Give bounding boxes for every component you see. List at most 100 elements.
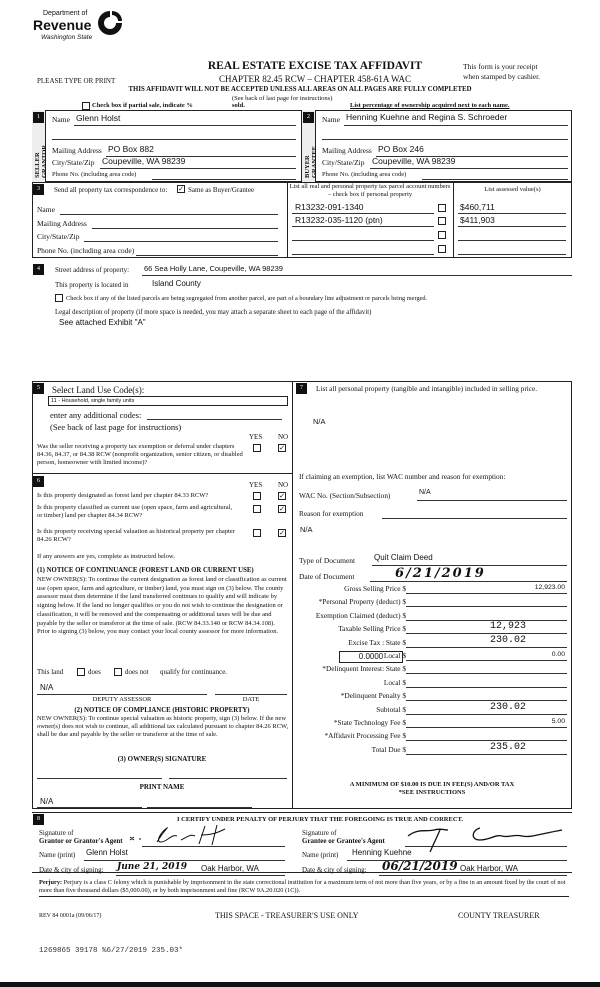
seller-city[interactable]: Coupeville, WA 98239: [102, 156, 186, 166]
tax-row-label: Exemption Claimed (deduct) $: [315, 610, 406, 620]
county[interactable]: Island County: [152, 279, 201, 288]
tax-row-value[interactable]: 230.02: [490, 701, 527, 713]
seller-name[interactable]: Glenn Holst: [76, 113, 121, 123]
wac-value[interactable]: N/A: [419, 489, 431, 496]
tax-row-value[interactable]: 12,923.00: [534, 584, 565, 591]
values-header: List assessed value(s): [484, 186, 541, 193]
form-number: REV 84 0001a (09/06/17): [39, 913, 102, 919]
personal-property-checkbox[interactable]: [438, 245, 446, 253]
receipt-note: This form is your receipt: [463, 62, 538, 71]
tax-row-value[interactable]: 5.00: [551, 718, 565, 725]
tax-row-label: *Delinquent Penalty $: [340, 691, 406, 701]
grantor-city[interactable]: Oak Harbor, WA: [201, 864, 259, 873]
tax-row-label: Gross Selling Price $: [344, 584, 406, 593]
ownership-note: List percentage of ownership acquired ne…: [350, 102, 510, 109]
personal-property-checkbox[interactable]: [438, 217, 446, 225]
buyer-mailing-label: Mailing Address: [322, 146, 372, 155]
grantor-date-label: Date & city of signing:: [39, 866, 104, 874]
no-header: NO: [278, 433, 289, 441]
sold-label: sold.: [232, 102, 245, 109]
print-name-value[interactable]: N/A: [40, 797, 54, 806]
grantee-date[interactable]: 06/21/2019: [382, 859, 458, 873]
street-address[interactable]: 66 Sea Holly Lane, Coupeville, WA 98239: [144, 264, 283, 273]
yes-checkbox[interactable]: [253, 444, 261, 452]
no-checkbox[interactable]: ✓: [278, 529, 286, 537]
deputy-assessor-label: DEPUTY ASSESSOR: [92, 696, 152, 703]
yes-checkbox[interactable]: [253, 492, 261, 500]
signature-of-label: Signature of: [39, 829, 74, 837]
doc-type-label: Type of Document: [299, 556, 356, 565]
buyer-name[interactable]: Henning Kuehne and Regina S. Schroeder: [346, 112, 508, 122]
exemption-label: If claiming an exemption, list WAC numbe…: [299, 472, 506, 481]
personal-property-value[interactable]: N/A: [313, 417, 326, 426]
doc-date-value[interactable]: 6/21/2019: [395, 566, 486, 581]
tax-row-value[interactable]: 230.02: [490, 634, 527, 646]
grantor-date[interactable]: June 21, 2019: [117, 862, 188, 872]
grantee-city[interactable]: Oak Harbor, WA: [460, 864, 518, 873]
deputy-assessor-value[interactable]: N/A: [40, 683, 54, 692]
same-as-buyer-checkbox[interactable]: ✓: [177, 185, 185, 193]
yes-header: YES: [249, 481, 263, 489]
logo-text: Revenue: [33, 17, 92, 33]
segregated-label: Check box if any of the listed parcels a…: [66, 295, 428, 302]
legal-description[interactable]: See attached Exhibit "A": [59, 318, 146, 327]
assessed-value[interactable]: $411,903: [460, 215, 495, 225]
tax-row-label: Excise Tax : State $: [348, 637, 406, 647]
partial-sale-label: Check box if partial sale, indicate %: [92, 102, 193, 109]
no-checkbox[interactable]: ✓: [278, 505, 286, 513]
corr-phone-label: Phone No. (including area code): [37, 246, 135, 255]
assessed-value[interactable]: $460,711: [460, 202, 495, 212]
tax-row-value[interactable]: 235.02: [490, 741, 527, 753]
seller-name-label: Name: [52, 115, 70, 124]
tax-row-value[interactable]: 12,923: [490, 621, 527, 633]
cashier-stamp: 1269865 39178 %6/27/2019 235.03*: [39, 947, 184, 955]
sections-5-7: [32, 381, 572, 809]
does-checkbox[interactable]: [77, 668, 85, 676]
section-8: [32, 812, 572, 873]
personal-property-checkbox[interactable]: [438, 231, 446, 239]
grantor-agent-label: Grantor or Grantor's Agent: [39, 837, 123, 845]
section-number: 7: [296, 383, 307, 394]
legal-label: Legal description of property (if more s…: [55, 309, 372, 316]
seller-grantor-label: SELLER GRANTOR: [34, 144, 48, 178]
does-not-checkbox[interactable]: [114, 668, 122, 676]
signature-of-label: Signature of: [302, 829, 337, 837]
grantee-name[interactable]: Henning Kuehne: [352, 848, 412, 857]
partial-sale-checkbox[interactable]: [82, 102, 90, 110]
personal-property-label: List all personal property (tangible and…: [316, 384, 538, 393]
local-rate-field[interactable]: 0.0000: [339, 651, 403, 663]
buyer-mailing[interactable]: PO Box 246: [378, 144, 424, 154]
tax-row-label: Subtotal $: [376, 704, 406, 714]
notice1-title: (1) NOTICE OF CONTINUANCE (FOREST LAND O…: [37, 567, 254, 574]
tax-row-value[interactable]: 0.00: [551, 651, 565, 658]
section-3: [32, 182, 572, 258]
exemption-question: Was the seller receiving a property tax …: [37, 443, 243, 467]
tax-row-label: *Affidavit Processing Fee $: [324, 731, 406, 741]
parcel-number[interactable]: R13232-035-1120 (ptn): [295, 215, 383, 225]
no-checkbox[interactable]: ✓: [278, 444, 286, 452]
seller-sidebar: [32, 110, 46, 182]
buyer-city[interactable]: Coupeville, WA 98239: [372, 156, 456, 166]
parcel-number[interactable]: R13232-091-1340: [295, 202, 364, 212]
no-checkbox[interactable]: ✓: [278, 492, 286, 500]
seller-phone-label: Phone No. (including area code): [52, 171, 137, 178]
doc-type-value[interactable]: Quit Claim Deed: [374, 553, 433, 562]
reason-value[interactable]: N/A: [300, 525, 313, 534]
grantor-name[interactable]: Glenn Holst: [86, 848, 128, 857]
land-use-code-select[interactable]: 11 - Household, single family units: [48, 396, 288, 406]
form-title: REAL ESTATE EXCISE TAX AFFIDAVIT: [207, 60, 423, 72]
no-header: NO: [278, 481, 289, 489]
scan-border: [0, 982, 600, 987]
seller-mailing[interactable]: PO Box 882: [108, 144, 154, 154]
yes-checkbox[interactable]: [253, 529, 261, 537]
section-number: 8: [33, 814, 44, 825]
grantee-signature[interactable]: [400, 818, 575, 852]
personal-property-checkbox[interactable]: [438, 204, 446, 212]
see-back: (See back of last page for instructions): [232, 95, 333, 102]
yes-checkbox[interactable]: [253, 505, 261, 513]
segregated-checkbox[interactable]: [55, 294, 63, 302]
grantor-signature[interactable]: [125, 822, 245, 848]
buyer-name-label: Name: [322, 115, 340, 124]
section-number: 3: [33, 184, 44, 195]
tax-row-label: *Delinquent Interest: State $: [322, 664, 406, 674]
